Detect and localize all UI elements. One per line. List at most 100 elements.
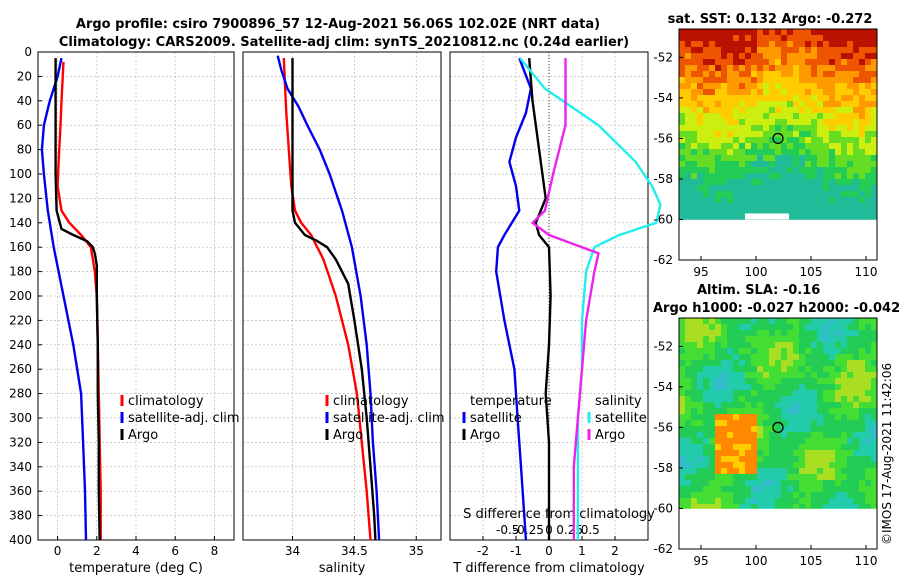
map-cell	[763, 366, 770, 373]
map-cell	[703, 348, 710, 355]
map-cell	[715, 203, 722, 210]
map-cell	[733, 456, 740, 463]
map-cell	[775, 474, 782, 481]
map-cell	[751, 77, 758, 84]
map-cell	[781, 167, 788, 174]
map-cell	[817, 456, 824, 463]
map-cell	[751, 41, 758, 48]
map-cell	[787, 125, 794, 132]
map-cell	[865, 426, 872, 433]
map-cell	[823, 342, 830, 349]
map-cell	[769, 35, 776, 42]
map-cell	[733, 318, 740, 325]
map-cell	[763, 119, 770, 126]
map-cell	[703, 65, 710, 72]
map-cell	[841, 71, 848, 78]
map-cell	[769, 89, 776, 96]
x-tick-label: 100	[745, 265, 768, 279]
map-cell	[781, 125, 788, 132]
y-tick-label: -62	[653, 542, 673, 556]
map-cell	[847, 318, 854, 325]
map-cell	[847, 71, 854, 78]
map-cell	[859, 95, 866, 102]
map-cell	[709, 432, 716, 439]
map-cell	[715, 155, 722, 162]
map-cell	[709, 474, 716, 481]
map-cell	[829, 59, 836, 66]
x-tick-label: 2	[93, 544, 101, 558]
map-cell	[793, 125, 800, 132]
map-cell	[829, 456, 836, 463]
map-cell	[775, 444, 782, 451]
map-cell	[697, 492, 704, 499]
map-cell	[691, 173, 698, 180]
map-cell	[769, 47, 776, 54]
map-cell	[871, 408, 878, 415]
map-cell	[703, 504, 710, 509]
map-cell	[823, 53, 830, 60]
map-cell	[679, 179, 686, 186]
map-cell	[715, 35, 722, 42]
map-cell	[811, 408, 818, 415]
map-cell	[853, 354, 860, 361]
map-cell	[775, 149, 782, 156]
map-cell	[811, 456, 818, 463]
map-cell	[751, 480, 758, 487]
map-cell	[859, 432, 866, 439]
map-cell	[847, 101, 854, 108]
map-cell	[811, 161, 818, 168]
map-cell	[805, 480, 812, 487]
map-cell	[769, 143, 776, 150]
map-cell	[811, 155, 818, 162]
map-cell	[793, 95, 800, 102]
map-cell	[841, 474, 848, 481]
map-cell	[751, 83, 758, 90]
map-cell	[679, 77, 686, 84]
map-cell	[865, 324, 872, 331]
map-cell	[745, 456, 752, 463]
map-cell	[805, 342, 812, 349]
map-cell	[757, 47, 764, 54]
map-cell	[847, 444, 854, 451]
map-cell	[721, 101, 728, 108]
map-cell	[853, 504, 860, 509]
map-cell	[787, 101, 794, 108]
map-cell	[679, 402, 686, 409]
map-cell	[793, 83, 800, 90]
map-cell	[709, 77, 716, 84]
map-cell	[691, 480, 698, 487]
map-cell	[685, 342, 692, 349]
map-cell	[721, 29, 728, 36]
map-cell	[805, 318, 812, 325]
map-cell	[739, 354, 746, 361]
map-cell	[781, 35, 788, 42]
map-cell	[739, 372, 746, 379]
map-cell	[709, 173, 716, 180]
legend-label: satellite-adj. clim	[333, 411, 445, 426]
map-cell	[679, 101, 686, 108]
map-cell	[793, 438, 800, 445]
x-tick-label: 4	[132, 544, 140, 558]
map-cell	[679, 125, 686, 132]
map-cell	[829, 330, 836, 337]
map-cell	[793, 149, 800, 156]
map-cell	[769, 173, 776, 180]
map-cell	[721, 95, 728, 102]
map-cell	[763, 155, 770, 162]
map-cell	[697, 161, 704, 168]
map-cell	[799, 209, 806, 216]
map-cell	[817, 131, 824, 138]
map-cell	[745, 426, 752, 433]
map-cell	[841, 59, 848, 66]
map-cell	[715, 366, 722, 373]
map-cell	[691, 107, 698, 114]
map-cell	[739, 53, 746, 60]
map-cell	[697, 137, 704, 144]
map-cell	[739, 185, 746, 192]
map-cell	[685, 468, 692, 475]
map-cell	[679, 191, 686, 198]
map-cell	[781, 89, 788, 96]
map-cell	[835, 185, 842, 192]
map-cell	[853, 378, 860, 385]
map-cell	[829, 450, 836, 457]
